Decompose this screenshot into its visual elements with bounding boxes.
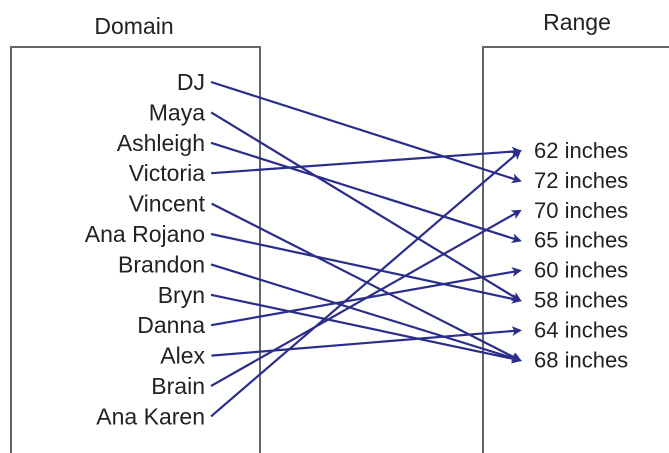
arrow-ana-rojano-to-58-inches: [210, 232, 522, 304]
range-item-68-inches: 68 inches: [534, 347, 628, 372]
domain-item-ashleigh: Ashleigh: [117, 130, 205, 156]
domain-item-alex: Alex: [160, 343, 205, 369]
range-item-64-inches: 64 inches: [534, 317, 628, 342]
domain-item-vincent: Vincent: [129, 191, 206, 217]
domain-item-dj: DJ: [177, 69, 205, 95]
domain-item-victoria: Victoria: [129, 160, 205, 186]
range-box: [482, 46, 669, 453]
domain-item-ana-karen: Ana Karen: [96, 403, 205, 429]
arrow-maya-to-58-inches: [210, 111, 522, 302]
arrow-brain-to-70-inches: [210, 209, 522, 387]
arrow-bryn-to-68-inches: [210, 293, 522, 364]
domain-item-brain: Brain: [151, 373, 205, 399]
arrow-alex-to-64-inches: [211, 326, 522, 357]
domain-title: Domain: [94, 13, 173, 39]
arrow-ashleigh-to-65-inches: [210, 141, 522, 244]
arrow-victoria-to-62-inches: [211, 146, 522, 175]
domain-item-brandon: Brandon: [118, 251, 205, 277]
arrow-brandon-to-68-inches: [210, 263, 522, 363]
range-item-72-inches: 72 inches: [534, 168, 628, 193]
range-title: Range: [543, 9, 611, 35]
domain-item-maya: Maya: [149, 99, 205, 125]
range-item-60-inches: 60 inches: [534, 258, 628, 283]
domain-item-bryn: Bryn: [158, 282, 205, 308]
range-item-62-inches: 62 inches: [534, 138, 628, 163]
domain-item-danna: Danna: [137, 312, 205, 338]
domain-item-ana-rojano: Ana Rojano: [85, 221, 205, 247]
range-item-58-inches: 58 inches: [534, 288, 628, 313]
range-list: 62 inches 72 inches 70 inches 65 inches 60 i…: [534, 138, 628, 372]
range-item-70-inches: 70 inches: [534, 198, 628, 223]
domain-list: DJ Maya Ashleigh Victoria Vincent Ana Rojano B…: [85, 69, 206, 429]
arrow-ana-karen-to-62-inches: [210, 149, 522, 418]
mapping-arrows: [210, 80, 522, 418]
arrow-dj-to-72-inches: [210, 80, 522, 184]
range-item-65-inches: 65 inches: [534, 228, 628, 253]
domain-box: [10, 46, 261, 453]
